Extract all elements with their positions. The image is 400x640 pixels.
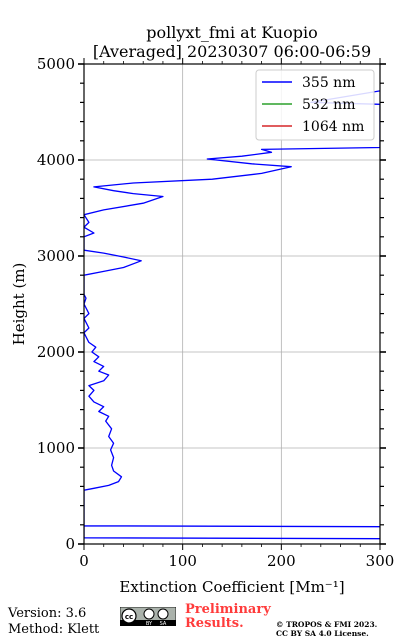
legend-label: 1064 nm [302, 119, 364, 135]
chart-subtitle: [Averaged] 20230307 06:00-06:59 [93, 42, 371, 61]
cc-by-sa-logo: cc BY SA [120, 607, 176, 626]
series-layer [84, 90, 380, 540]
preliminary-line-1: Preliminary [185, 602, 271, 617]
svg-text:cc: cc [125, 613, 133, 621]
x-axis-label: Extinction Coefficient [Mm⁻¹] [119, 578, 344, 596]
legend-label: 532 nm [302, 97, 355, 113]
chart: pollyxt_fmi at Kuopio [Averaged] 2023030… [10, 23, 395, 596]
legend: 355 nm 532 nm 1064 nm [255, 69, 375, 141]
svg-text:SA: SA [160, 621, 167, 626]
version-text: Version: 3.6 [8, 606, 87, 621]
svg-text:BY: BY [146, 621, 153, 626]
copyright-line-2: CC BY SA 4.0 License. [276, 629, 369, 638]
preliminary-line-2: Results. [185, 616, 244, 631]
x-tick-label: 200 [267, 552, 296, 570]
y-axis-label: Height (m) [10, 263, 28, 346]
method-text: Method: Klett [8, 622, 100, 637]
x-tick-label: 100 [168, 552, 197, 570]
legend-label: 355 nm [302, 75, 355, 91]
x-tick-label: 0 [79, 552, 89, 570]
y-tick-label: 2000 [37, 343, 75, 361]
preliminary-results-note: Preliminary Results. [185, 603, 271, 631]
plot-frame [83, 63, 381, 545]
chart-title: pollyxt_fmi at Kuopio [146, 23, 317, 42]
x-tick-label: 300 [366, 552, 395, 570]
y-tick-label: 4000 [37, 151, 75, 169]
copyright-note: © TROPOS & FMI 2023. CC BY SA 4.0 Licens… [276, 620, 377, 638]
series-line-355-nm [84, 90, 380, 540]
copyright-line-1: © TROPOS & FMI 2023. [276, 620, 378, 629]
y-tick-label: 0 [65, 535, 75, 553]
y-tick-label: 5000 [37, 55, 75, 73]
legend-box [255, 69, 375, 141]
y-tick-label: 3000 [37, 247, 75, 265]
y-tick-label: 1000 [37, 439, 75, 457]
